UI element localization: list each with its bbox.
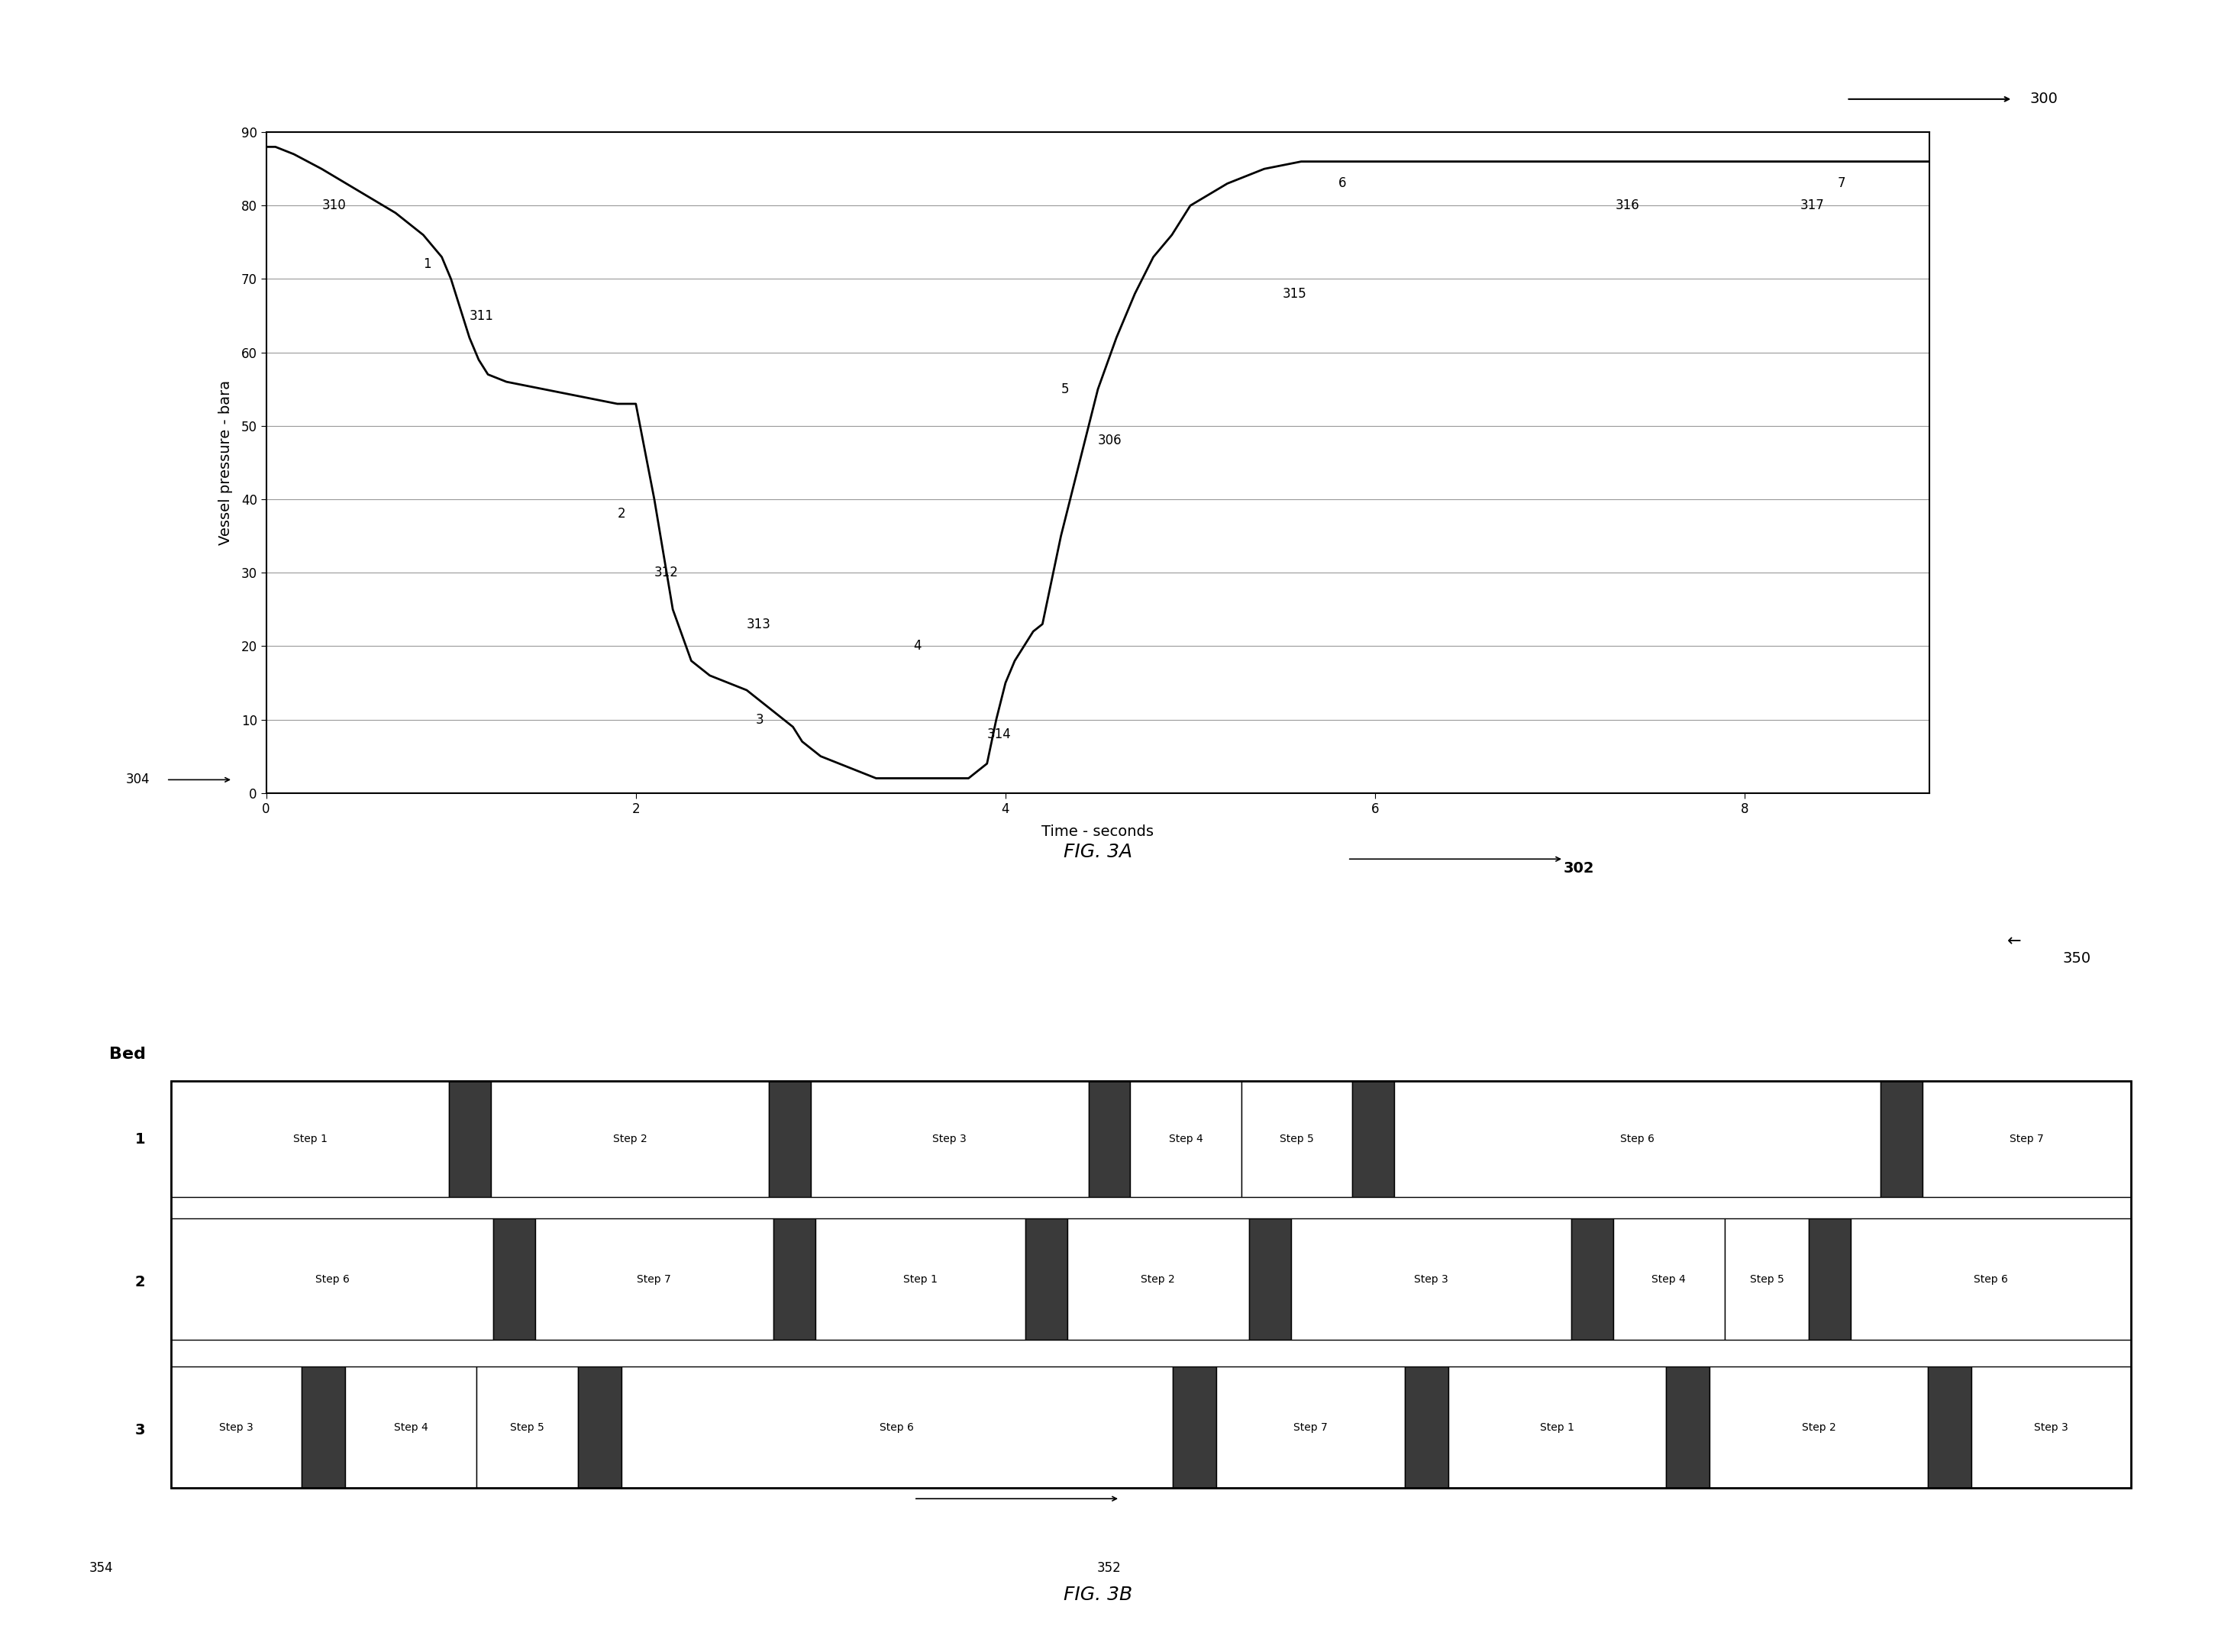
FancyBboxPatch shape [171,1219,492,1340]
FancyBboxPatch shape [1972,1366,2131,1488]
Text: Step 4: Step 4 [1652,1274,1686,1285]
FancyBboxPatch shape [492,1219,535,1340]
FancyBboxPatch shape [1570,1219,1612,1340]
FancyBboxPatch shape [770,1080,810,1198]
Text: 313: 313 [747,618,772,631]
Text: 312: 312 [654,567,679,580]
Text: ←: ← [2007,933,2021,950]
Text: 1: 1 [135,1132,146,1146]
Text: Step 2: Step 2 [1801,1422,1837,1432]
Text: 5: 5 [1060,382,1069,396]
Text: Step 6: Step 6 [315,1274,348,1285]
Text: 302: 302 [1564,861,1595,876]
Text: Step 7: Step 7 [1293,1422,1329,1432]
Text: 3: 3 [135,1422,146,1437]
Text: 4: 4 [914,639,920,653]
FancyBboxPatch shape [1395,1080,1881,1198]
FancyBboxPatch shape [1927,1366,1972,1488]
Text: 314: 314 [987,727,1011,742]
Text: 352: 352 [1098,1561,1120,1574]
Text: Step 5: Step 5 [1280,1133,1313,1145]
FancyBboxPatch shape [774,1219,814,1340]
Y-axis label: Vessel pressure - bara: Vessel pressure - bara [217,380,233,545]
FancyBboxPatch shape [1131,1080,1242,1198]
FancyBboxPatch shape [1173,1366,1215,1488]
FancyBboxPatch shape [814,1219,1025,1340]
Text: 1: 1 [424,258,430,271]
FancyBboxPatch shape [346,1366,477,1488]
Text: 2: 2 [617,507,625,520]
Text: Bed: Bed [109,1047,146,1062]
FancyBboxPatch shape [1404,1366,1448,1488]
Text: 300: 300 [2029,93,2058,106]
Text: Step 3: Step 3 [1413,1274,1448,1285]
Text: Step 3: Step 3 [220,1422,253,1432]
FancyBboxPatch shape [1215,1366,1404,1488]
Text: Step 6: Step 6 [881,1422,914,1432]
Text: Step 6: Step 6 [1974,1274,2007,1285]
Text: 316: 316 [1615,198,1639,213]
FancyBboxPatch shape [477,1366,577,1488]
FancyBboxPatch shape [1850,1219,2131,1340]
Text: Step 5: Step 5 [510,1422,543,1432]
Text: 306: 306 [1098,434,1122,448]
Text: Step 1: Step 1 [1539,1422,1575,1432]
Text: Step 4: Step 4 [1169,1133,1202,1145]
Text: 354: 354 [89,1561,113,1574]
FancyBboxPatch shape [1881,1080,1923,1198]
Text: Step 1: Step 1 [903,1274,938,1285]
Text: 7: 7 [1837,177,1845,190]
Text: Step 1: Step 1 [293,1133,328,1145]
FancyBboxPatch shape [810,1080,1089,1198]
FancyBboxPatch shape [1025,1219,1067,1340]
Text: FIG. 3B: FIG. 3B [1062,1586,1133,1604]
FancyBboxPatch shape [621,1366,1173,1488]
Text: 3: 3 [756,712,763,727]
FancyBboxPatch shape [490,1080,770,1198]
FancyBboxPatch shape [1726,1219,1810,1340]
FancyBboxPatch shape [1291,1219,1570,1340]
Text: Step 7: Step 7 [637,1274,672,1285]
FancyBboxPatch shape [1810,1219,1850,1340]
Text: Step 2: Step 2 [612,1133,648,1145]
FancyBboxPatch shape [535,1219,774,1340]
Text: Step 3: Step 3 [932,1133,967,1145]
Text: 317: 317 [1801,198,1825,213]
Text: Step 4: Step 4 [393,1422,428,1432]
Text: 2: 2 [135,1275,146,1289]
FancyBboxPatch shape [577,1366,621,1488]
Text: Step 2: Step 2 [1140,1274,1176,1285]
FancyBboxPatch shape [302,1366,346,1488]
FancyBboxPatch shape [1353,1080,1395,1198]
FancyBboxPatch shape [171,1080,450,1198]
Text: FIG. 3A: FIG. 3A [1062,843,1133,861]
Text: Step 5: Step 5 [1750,1274,1783,1285]
Text: 6: 6 [1337,177,1346,190]
FancyBboxPatch shape [1089,1080,1131,1198]
FancyBboxPatch shape [1448,1366,1666,1488]
FancyBboxPatch shape [1067,1219,1249,1340]
FancyBboxPatch shape [1249,1219,1291,1340]
Text: 350: 350 [2063,952,2092,965]
Text: Step 3: Step 3 [2034,1422,2067,1432]
Text: 315: 315 [1282,287,1306,301]
Text: 311: 311 [470,309,495,322]
X-axis label: Time - seconds: Time - seconds [1042,824,1153,839]
FancyBboxPatch shape [1923,1080,2131,1198]
Text: 310: 310 [322,198,346,213]
FancyBboxPatch shape [450,1080,490,1198]
FancyBboxPatch shape [1242,1080,1353,1198]
Text: 304: 304 [126,773,149,786]
FancyBboxPatch shape [1710,1366,1927,1488]
Text: Step 7: Step 7 [2010,1133,2043,1145]
FancyBboxPatch shape [1666,1366,1710,1488]
Text: Step 6: Step 6 [1621,1133,1655,1145]
FancyBboxPatch shape [171,1366,302,1488]
FancyBboxPatch shape [1612,1219,1726,1340]
